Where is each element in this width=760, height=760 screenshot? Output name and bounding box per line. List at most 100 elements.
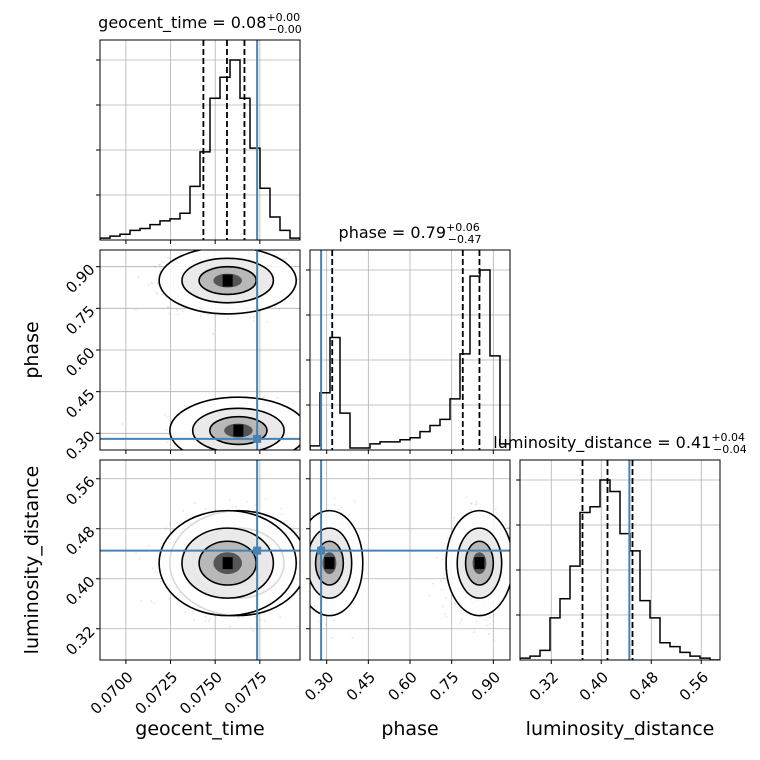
sample-point bbox=[256, 456, 258, 458]
density-peak bbox=[474, 557, 485, 570]
sample-point bbox=[134, 308, 137, 311]
sample-point bbox=[473, 631, 476, 634]
sample-point bbox=[312, 612, 315, 615]
title-upper-error: +0.06 bbox=[446, 221, 480, 234]
y-tick-label: 0.32 bbox=[62, 623, 98, 659]
x-tick-label: 0.0775 bbox=[221, 668, 271, 718]
sample-point bbox=[307, 295, 309, 297]
title-lower-error: −0.04 bbox=[713, 443, 747, 456]
sample-point bbox=[193, 462, 195, 464]
sample-point bbox=[435, 556, 438, 559]
truth-marker bbox=[317, 546, 326, 555]
sample-point bbox=[458, 622, 461, 625]
panel-title: luminosity_distance = 0.41+0.04 −0.04 bbox=[493, 431, 747, 456]
sample-point bbox=[305, 522, 307, 524]
sample-point bbox=[231, 505, 234, 508]
sample-point bbox=[204, 507, 207, 510]
sample-point bbox=[441, 589, 444, 592]
sample-point bbox=[150, 281, 153, 284]
sample-point bbox=[351, 636, 354, 639]
title-lower-error: −0.47 bbox=[448, 233, 482, 246]
sample-point bbox=[494, 507, 497, 510]
sample-point bbox=[192, 619, 195, 622]
sample-point bbox=[317, 440, 319, 442]
sample-point bbox=[176, 313, 179, 316]
sample-point bbox=[167, 305, 170, 308]
sample-point bbox=[296, 625, 299, 628]
sample-point bbox=[147, 283, 150, 286]
sample-point bbox=[515, 608, 517, 610]
sample-point bbox=[237, 616, 240, 619]
sample-point bbox=[524, 555, 526, 557]
sample-point bbox=[453, 601, 456, 604]
sample-point bbox=[168, 312, 171, 315]
sample-point bbox=[475, 500, 478, 503]
sample-point bbox=[512, 551, 514, 553]
sample-point bbox=[474, 503, 477, 506]
sample-point bbox=[204, 620, 207, 623]
sample-point bbox=[206, 313, 209, 316]
sample-point bbox=[158, 263, 161, 266]
sample-point bbox=[506, 526, 509, 529]
sample-point bbox=[194, 502, 197, 505]
sample-point bbox=[521, 554, 523, 556]
sample-point bbox=[216, 462, 218, 464]
y-tick-label: 0.30 bbox=[62, 427, 98, 463]
title-upper-error: +0.00 bbox=[266, 11, 300, 24]
sample-point bbox=[161, 292, 164, 295]
y-tick-label: 0.40 bbox=[62, 573, 98, 609]
sample-point bbox=[241, 615, 244, 618]
sample-point bbox=[350, 605, 353, 608]
sample-point bbox=[191, 610, 194, 613]
x-tick-label: 0.30 bbox=[301, 668, 337, 704]
sample-point bbox=[159, 265, 162, 268]
sample-point bbox=[208, 617, 211, 620]
y-tick-label: 0.48 bbox=[62, 523, 98, 559]
sample-point bbox=[219, 248, 221, 250]
sample-point bbox=[486, 624, 489, 627]
sample-point bbox=[231, 247, 233, 249]
sample-point bbox=[167, 597, 170, 600]
sample-point bbox=[252, 319, 255, 322]
sample-point bbox=[515, 574, 517, 576]
x-tick-label: 0.90 bbox=[468, 668, 504, 704]
sample-point bbox=[246, 501, 249, 504]
sample-point bbox=[165, 428, 168, 431]
sample-point bbox=[296, 278, 299, 281]
sample-point bbox=[304, 554, 306, 556]
y-tick-label: 0.60 bbox=[62, 344, 98, 380]
sample-point bbox=[325, 623, 328, 626]
sample-point bbox=[492, 614, 495, 617]
sample-point bbox=[235, 506, 238, 509]
sample-point bbox=[470, 502, 473, 505]
panel-title: geocent_time = 0.08+0.00 −0.00 bbox=[98, 11, 302, 36]
sample-point bbox=[303, 555, 305, 557]
sample-point bbox=[441, 558, 444, 561]
sample-point bbox=[318, 274, 320, 276]
sample-point bbox=[305, 418, 307, 420]
sample-point bbox=[333, 503, 336, 506]
sample-point bbox=[333, 619, 336, 622]
sample-point bbox=[259, 618, 262, 621]
sample-point bbox=[453, 516, 456, 519]
y-tick-label: 0.56 bbox=[62, 473, 98, 509]
x-tick-label: 0.0750 bbox=[176, 668, 226, 718]
sample-point bbox=[469, 508, 472, 511]
sample-point bbox=[258, 454, 260, 456]
sample-point bbox=[444, 596, 447, 599]
sample-point bbox=[197, 246, 199, 248]
sample-point bbox=[246, 453, 248, 455]
sample-point bbox=[507, 527, 510, 530]
x-axis-label: phase bbox=[381, 718, 438, 740]
sample-point bbox=[207, 454, 209, 456]
sample-point bbox=[353, 500, 356, 503]
sample-point bbox=[122, 423, 125, 426]
sample-point bbox=[175, 413, 178, 416]
sample-point bbox=[476, 502, 479, 505]
title-value: luminosity_distance = 0.41 bbox=[493, 433, 711, 453]
sample-point bbox=[212, 333, 215, 336]
panel-luminosity_distance-vs-geocent_time bbox=[96, 459, 305, 664]
density-peak bbox=[324, 557, 335, 570]
sample-point bbox=[306, 432, 308, 434]
sample-point bbox=[154, 570, 157, 573]
